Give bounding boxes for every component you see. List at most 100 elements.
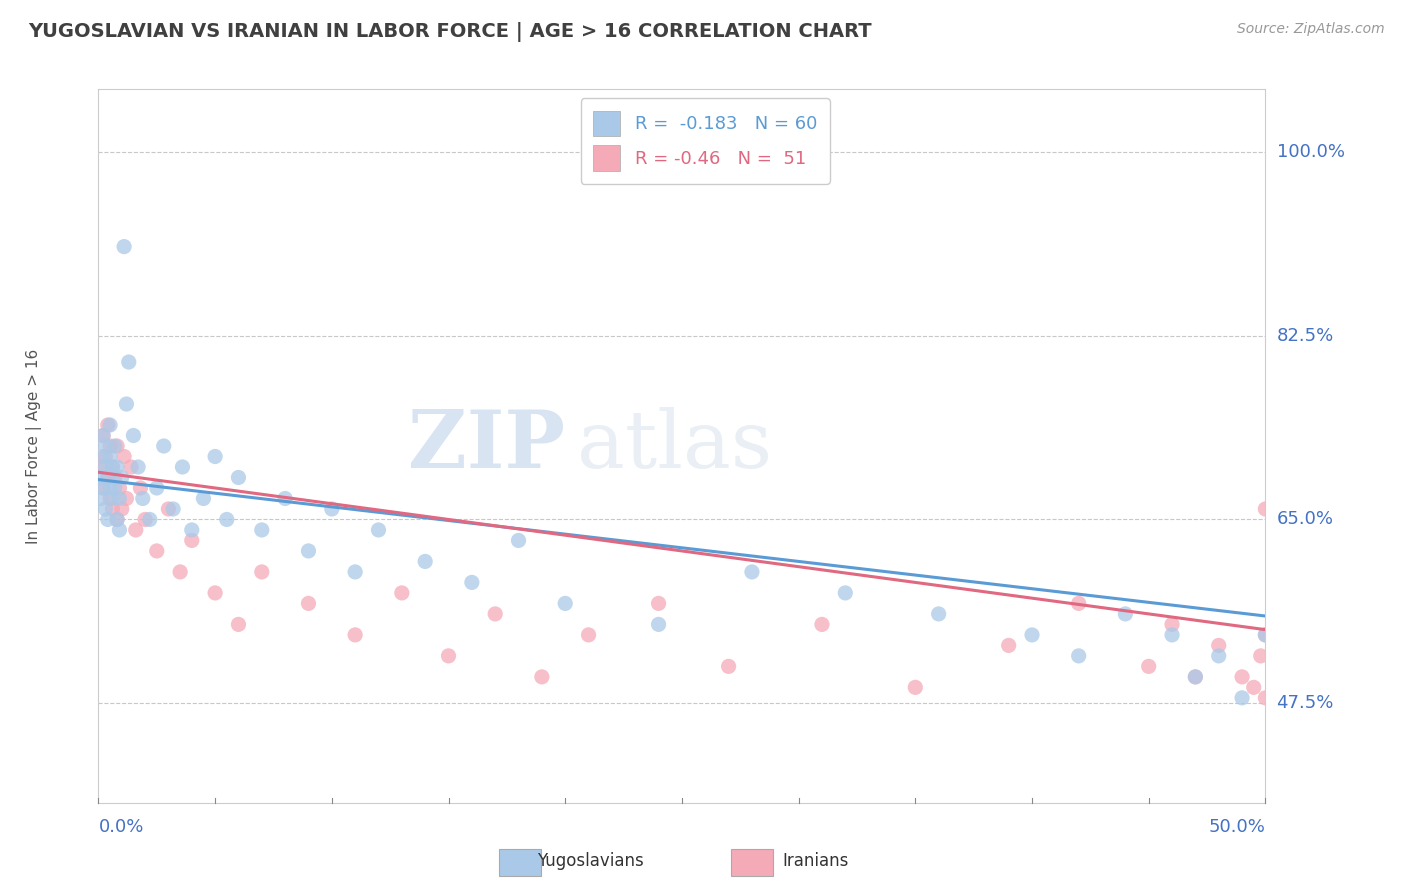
Point: [274, 491, 297, 506]
Point: [1254, 628, 1277, 642]
Point: [461, 575, 484, 590]
Point: [91, 481, 114, 495]
Point: [530, 670, 553, 684]
Point: [811, 617, 834, 632]
Point: [1137, 659, 1160, 673]
Point: [105, 512, 128, 526]
Point: [647, 617, 669, 632]
Point: [94, 502, 117, 516]
Point: [344, 565, 367, 579]
Point: [132, 491, 155, 506]
Point: [90, 460, 112, 475]
Legend: R =  -0.183   N = 60, R = -0.46   N =  51: R = -0.183 N = 60, R = -0.46 N = 51: [581, 98, 830, 184]
Point: [94, 450, 117, 464]
Point: [115, 397, 138, 411]
Point: [1208, 648, 1230, 663]
Point: [139, 512, 162, 526]
Point: [1067, 596, 1090, 610]
Point: [1254, 628, 1277, 642]
Point: [108, 523, 131, 537]
Point: [97, 417, 120, 432]
Point: [97, 470, 120, 484]
Point: [180, 533, 202, 548]
Point: [250, 523, 273, 537]
Point: [98, 491, 121, 506]
Point: [1243, 681, 1265, 695]
Text: 47.5%: 47.5%: [1277, 694, 1334, 712]
Point: [578, 628, 600, 642]
Text: 50.0%: 50.0%: [1209, 819, 1265, 837]
Point: [94, 460, 117, 475]
Point: [94, 439, 117, 453]
Point: [180, 523, 202, 537]
Point: [125, 523, 148, 537]
Point: [90, 491, 112, 506]
Point: [105, 460, 128, 475]
Point: [146, 481, 169, 495]
Point: [1067, 648, 1090, 663]
Text: In Labor Force | Age > 16: In Labor Force | Age > 16: [27, 349, 42, 543]
Point: [215, 512, 238, 526]
Point: [162, 502, 184, 516]
Point: [108, 491, 131, 506]
Point: [111, 470, 134, 484]
Point: [91, 481, 114, 495]
Point: [98, 450, 121, 464]
Point: [1208, 639, 1230, 653]
Point: [152, 439, 174, 453]
Text: 0.0%: 0.0%: [98, 819, 143, 837]
Point: [91, 428, 114, 442]
Point: [297, 596, 319, 610]
Point: [1114, 607, 1136, 621]
FancyBboxPatch shape: [731, 849, 773, 876]
Point: [413, 554, 436, 568]
Point: [904, 681, 927, 695]
Point: [554, 596, 576, 610]
Point: [98, 481, 121, 495]
Point: [104, 439, 127, 453]
Point: [97, 512, 120, 526]
FancyBboxPatch shape: [499, 849, 541, 876]
Point: [122, 428, 145, 442]
Point: [112, 450, 135, 464]
Text: YUGOSLAVIAN VS IRANIAN IN LABOR FORCE | AGE > 16 CORRELATION CHART: YUGOSLAVIAN VS IRANIAN IN LABOR FORCE | …: [28, 22, 872, 42]
Point: [228, 470, 250, 484]
Point: [391, 586, 413, 600]
Point: [98, 439, 121, 453]
Text: Yugoslavians: Yugoslavians: [537, 852, 644, 870]
Text: 100.0%: 100.0%: [1277, 143, 1344, 161]
Point: [344, 628, 367, 642]
Point: [115, 491, 138, 506]
Point: [91, 428, 114, 442]
Point: [112, 239, 135, 253]
Point: [90, 470, 112, 484]
Point: [741, 565, 763, 579]
Point: [928, 607, 950, 621]
Point: [484, 607, 506, 621]
Point: [1021, 628, 1043, 642]
Point: [1184, 670, 1206, 684]
Point: [321, 502, 343, 516]
Point: [157, 502, 180, 516]
Point: [834, 586, 856, 600]
Point: [1230, 690, 1253, 705]
Point: [1254, 690, 1277, 705]
Point: [118, 355, 141, 369]
Point: [104, 481, 127, 495]
Point: [97, 470, 120, 484]
Point: [169, 565, 191, 579]
Point: [193, 491, 215, 506]
Text: 65.0%: 65.0%: [1277, 510, 1333, 528]
Point: [172, 460, 194, 475]
Point: [111, 502, 134, 516]
Point: [108, 481, 131, 495]
Point: [101, 491, 124, 506]
Point: [134, 512, 156, 526]
Point: [1250, 648, 1272, 663]
Point: [437, 648, 460, 663]
Text: ZIP: ZIP: [408, 407, 565, 485]
Point: [105, 439, 128, 453]
Point: [91, 450, 114, 464]
Point: [250, 565, 273, 579]
Point: [204, 450, 226, 464]
